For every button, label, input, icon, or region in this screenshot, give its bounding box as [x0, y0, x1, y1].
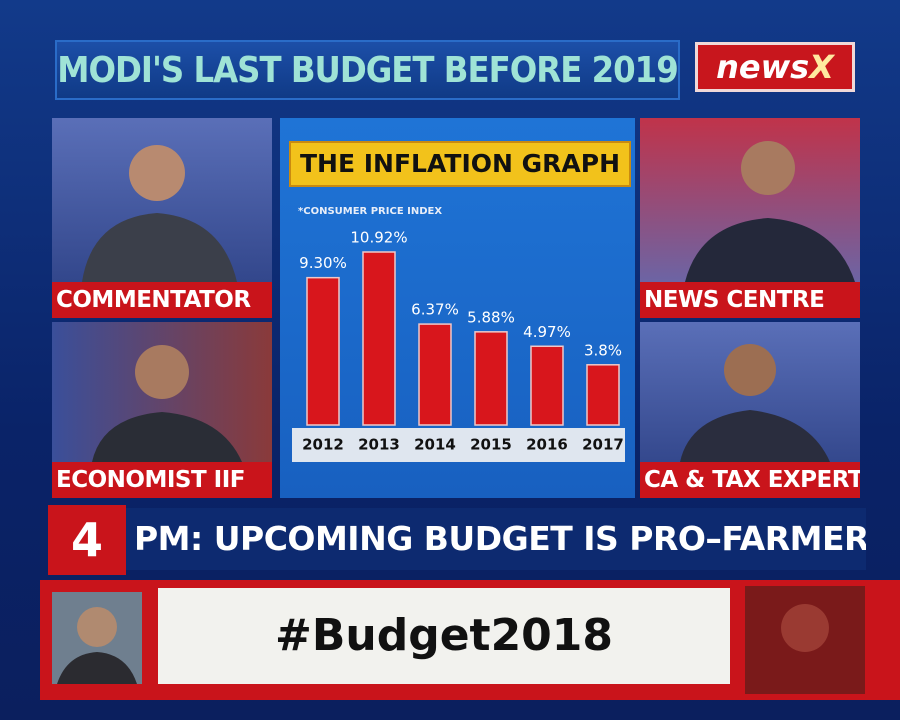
x-tick-label: 2016 [526, 436, 568, 454]
value-label: 9.30% [299, 254, 347, 272]
bar [586, 364, 620, 426]
video-panel: COMMENTATOR [52, 118, 272, 318]
thumbnail [52, 592, 142, 684]
person-silhouette [685, 141, 855, 282]
hashtag: #Budget2018 [158, 588, 730, 684]
category-strip [292, 428, 625, 462]
bar [418, 323, 452, 426]
panel-label: ECONOMIST IIF [52, 462, 272, 498]
ticker-text: PM: UPCOMING BUDGET IS PRO–FARMERS [126, 508, 866, 570]
bar [530, 345, 564, 426]
channel-logo: newsX [695, 42, 855, 92]
header-title: MODI'S LAST BUDGET BEFORE 2019 [57, 50, 679, 91]
bar [362, 251, 396, 426]
x-tick-label: 2012 [302, 436, 344, 454]
panel-label: CA & TAX EXPERT [640, 462, 860, 498]
video-panel: NEWS CENTRE [640, 118, 860, 318]
x-tick-label: 2017 [582, 436, 624, 454]
person-silhouette [82, 145, 237, 282]
logo-mark: X [809, 48, 834, 86]
value-label: 10.92% [350, 229, 407, 247]
value-label: 3.8% [584, 341, 622, 359]
video-panel: CA & TAX EXPERT [640, 322, 860, 498]
chart-subtitle: *CONSUMER PRICE INDEX [298, 206, 442, 217]
value-label: 6.37% [411, 301, 459, 319]
chart-title-box [289, 141, 631, 187]
chart-panel: THE INFLATION GRAPH *CONSUMER PRICE INDE… [280, 118, 635, 498]
thumbnail [745, 586, 865, 694]
person-silhouette [92, 345, 242, 462]
ticker-number: 4 [48, 505, 126, 575]
x-tick-label: 2014 [414, 436, 456, 454]
x-tick-label: 2015 [470, 436, 512, 454]
header-bar: MODI'S LAST BUDGET BEFORE 2019 [55, 40, 680, 100]
value-label: 5.88% [467, 308, 515, 326]
panel-label: NEWS CENTRE [640, 282, 860, 318]
x-tick-label: 2013 [358, 436, 400, 454]
video-panel: ECONOMIST IIF [52, 322, 272, 498]
bar [474, 331, 508, 426]
bar [306, 276, 340, 426]
chart-title: THE INFLATION GRAPH [300, 149, 620, 178]
logo-text: news [716, 48, 810, 86]
panel-label: COMMENTATOR [52, 282, 272, 318]
chart: THE INFLATION GRAPH *CONSUMER PRICE INDE… [289, 141, 631, 462]
person-silhouette [680, 344, 830, 462]
value-label: 4.97% [523, 323, 571, 341]
